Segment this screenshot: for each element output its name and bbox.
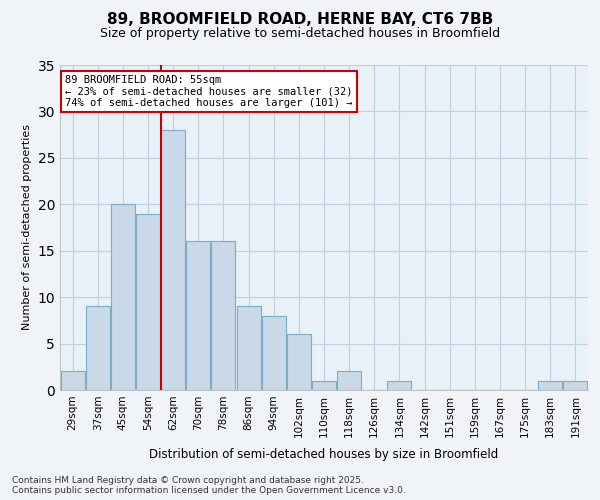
Bar xyxy=(563,380,587,390)
Bar xyxy=(136,214,160,390)
Text: 89, BROOMFIELD ROAD, HERNE BAY, CT6 7BB: 89, BROOMFIELD ROAD, HERNE BAY, CT6 7BB xyxy=(107,12,493,28)
Bar xyxy=(538,380,562,390)
Bar xyxy=(312,380,336,390)
Bar xyxy=(388,380,412,390)
Bar xyxy=(161,130,185,390)
Bar xyxy=(337,372,361,390)
Bar xyxy=(236,306,260,390)
Y-axis label: Number of semi-detached properties: Number of semi-detached properties xyxy=(22,124,32,330)
X-axis label: Distribution of semi-detached houses by size in Broomfield: Distribution of semi-detached houses by … xyxy=(149,448,499,461)
Bar xyxy=(211,242,235,390)
Bar xyxy=(187,242,210,390)
Bar xyxy=(287,334,311,390)
Text: Contains HM Land Registry data © Crown copyright and database right 2025.
Contai: Contains HM Land Registry data © Crown c… xyxy=(12,476,406,495)
Bar xyxy=(86,306,110,390)
Bar xyxy=(61,372,85,390)
Bar xyxy=(111,204,135,390)
Bar xyxy=(262,316,286,390)
Text: 89 BROOMFIELD ROAD: 55sqm
← 23% of semi-detached houses are smaller (32)
74% of : 89 BROOMFIELD ROAD: 55sqm ← 23% of semi-… xyxy=(65,74,353,108)
Text: Size of property relative to semi-detached houses in Broomfield: Size of property relative to semi-detach… xyxy=(100,28,500,40)
